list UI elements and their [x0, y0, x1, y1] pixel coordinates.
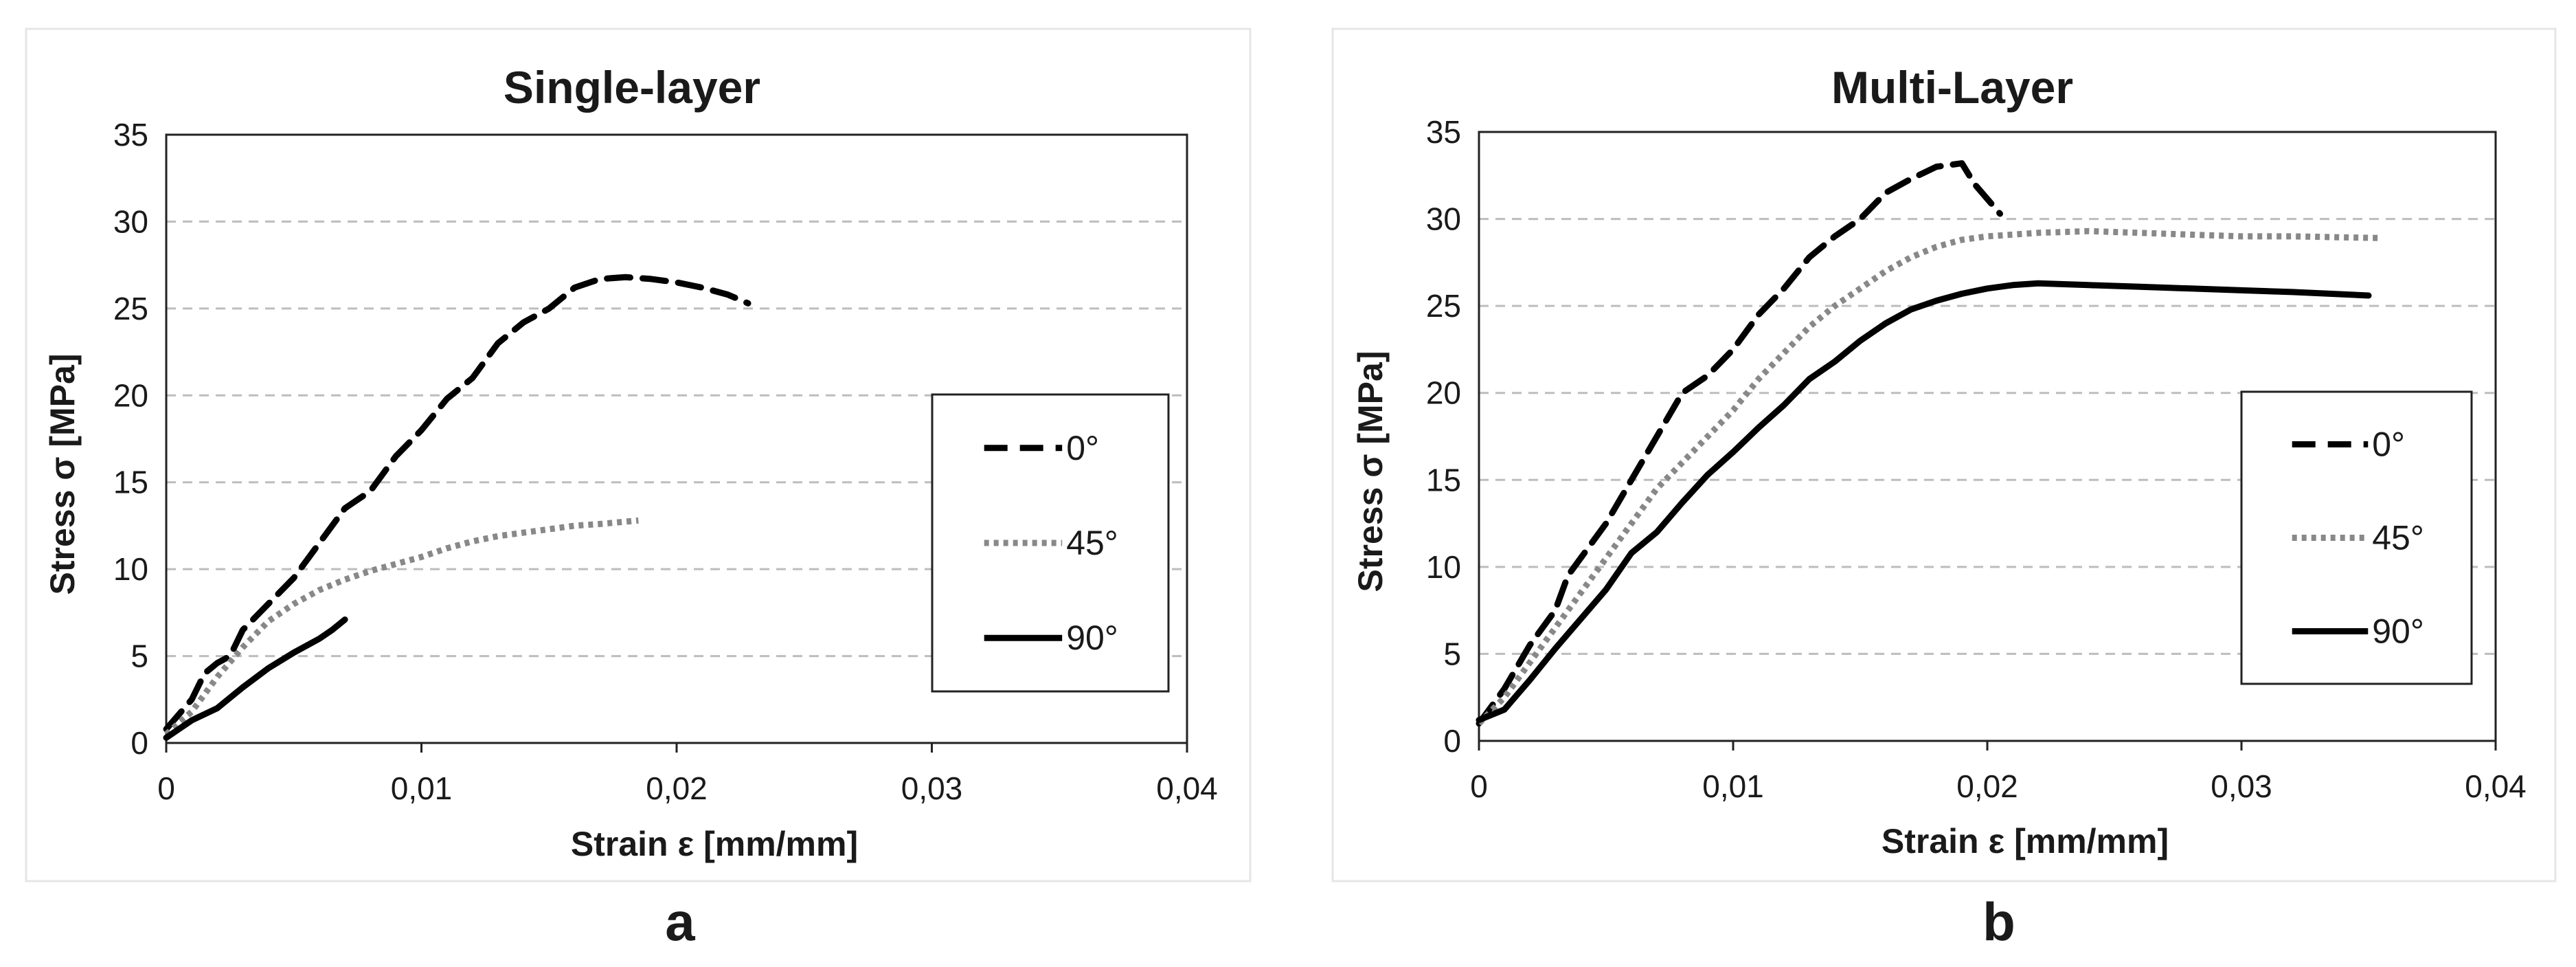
chart-a-legend-label-0: 0°	[1066, 429, 1099, 467]
chart-b-xtick-label: 0,04	[2465, 768, 2527, 804]
chart-b-ytick-label: 25	[1426, 288, 1461, 324]
chart-b-legend: 0° 45° 90°	[2240, 390, 2473, 685]
chart-a-ytick-label: 5	[131, 638, 148, 674]
chart-b-xtick-labels: 0 0,01 0,02 0,03 0,04	[1470, 741, 2527, 804]
panel-a: Single-layer 0 5 10 15 20 25 30 35 0 0,01 0,02 0,0…	[43, 62, 1218, 952]
chart-a-xtick-label: 0,03	[901, 770, 963, 806]
chart-b-title: Multi-Layer	[1831, 62, 2073, 113]
chart-b-legend-label-1: 45°	[2372, 519, 2424, 557]
chart-a-legend-box	[931, 393, 1170, 693]
chart-a-ytick-label: 25	[113, 291, 148, 326]
chart-b-xtick-label: 0	[1470, 768, 1488, 804]
chart-a-series-1-line	[164, 517, 639, 737]
chart-a-ytick-label: 20	[113, 377, 148, 413]
panel-b: Multi-Layer 0 5 10 15 20 25 30 35 0 0,01 0,02 0,03…	[1351, 62, 2527, 952]
chart-b-ytick-label: 0	[1443, 723, 1461, 759]
chart-b-series-1-line	[1476, 227, 2382, 726]
chart-a-legend-label-1: 45°	[1066, 524, 1118, 562]
chart-a-title: Single-layer	[504, 62, 760, 113]
chart-a-series	[163, 274, 752, 741]
chart-a-xtick-label: 0,01	[391, 770, 453, 806]
chart-b-xlabel: Strain ε [mm/mm]	[1882, 822, 2169, 860]
chart-b-ytick-label: 10	[1426, 549, 1461, 585]
chart-a-series-0-line	[163, 274, 752, 733]
chart-b-series	[1476, 160, 2382, 727]
panel-b-frame	[1331, 27, 2557, 882]
chart-b-ytick-label: 20	[1426, 375, 1461, 411]
chart-b-series-0-line	[1476, 160, 2003, 727]
chart-b-legend-label-0: 0°	[2372, 425, 2405, 464]
chart-a-xlabel: Strain ε [mm/mm]	[571, 825, 858, 863]
chart-b-ytick-label: 30	[1426, 201, 1461, 237]
chart-a-gridlines	[166, 220, 1187, 658]
chart-a-ytick-labels: 0 5 10 15 20 25 30 35	[113, 117, 148, 761]
chart-b-ytick-label: 5	[1443, 636, 1461, 671]
chart-a-ytick-label: 10	[113, 551, 148, 587]
chart-a-ytick-label: 15	[113, 465, 148, 500]
chart-b-series-2-line	[1476, 280, 2372, 724]
chart-a-legend-label-2: 90°	[1066, 619, 1118, 657]
chart-a-xtick-labels: 0 0,01 0,02 0,03 0,04	[157, 743, 1218, 806]
panel-label-b: b	[1982, 891, 2015, 952]
chart-b-ylabel: Stress σ [MPa]	[1351, 351, 1390, 592]
chart-a-ylabel: Stress σ [MPa]	[43, 354, 82, 595]
panel-label-a: a	[665, 891, 695, 952]
panel-a-frame	[25, 27, 1252, 882]
chart-a-series-2-line	[163, 616, 348, 741]
chart-b-xtick-label: 0,03	[2211, 768, 2272, 804]
chart-b-ytick-label: 35	[1426, 114, 1461, 150]
chart-a-xtick-label: 0	[157, 770, 175, 806]
chart-a-ytick-label: 0	[131, 725, 148, 761]
chart-b-xtick-label: 0,02	[1956, 768, 2018, 804]
chart-a-ytick-label: 30	[113, 203, 148, 239]
chart-b-ytick-labels: 0 5 10 15 20 25 30 35	[1426, 114, 1461, 759]
chart-b-ytick-label: 15	[1426, 462, 1461, 498]
chart-a-xtick-label: 0,02	[646, 770, 708, 806]
chart-b-legend-label-2: 90°	[2372, 612, 2424, 651]
chart-b-legend-box	[2240, 390, 2473, 685]
chart-a-xtick-label: 0,04	[1156, 770, 1218, 806]
chart-b-xtick-label: 0,01	[1702, 768, 1764, 804]
chart-a-ytick-label: 35	[113, 117, 148, 153]
chart-a-legend: 0° 45° 90°	[931, 393, 1170, 693]
